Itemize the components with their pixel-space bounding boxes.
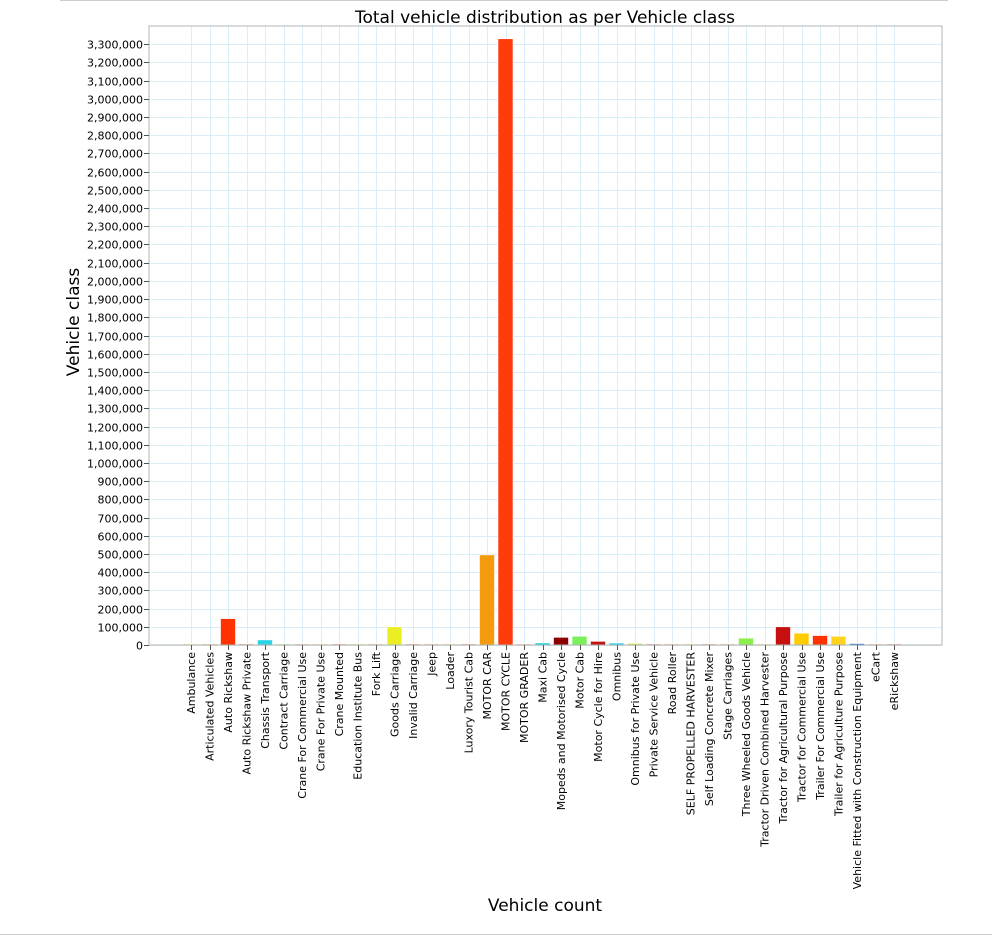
y-tick-label: 400,000: [98, 567, 144, 580]
bar: [738, 637, 754, 646]
y-tick-label: 900,000: [98, 476, 144, 489]
x-tick-label: Contract Carriage: [278, 652, 291, 750]
y-tick-label: 2,000,000: [87, 276, 143, 289]
x-tick-label: Fork Lift: [370, 651, 383, 696]
x-tick-label: Motor Cycle for Hire: [592, 652, 605, 762]
x-tick-label: Omnibus: [611, 652, 624, 701]
y-tick-label: 2,100,000: [87, 258, 143, 271]
bar: [220, 618, 236, 646]
x-tick-label: Road Roller: [666, 652, 679, 715]
plot-frame: [148, 25, 943, 646]
y-tick-label: 0: [136, 640, 143, 653]
x-tick-label: MOTOR CYCLE: [500, 652, 513, 731]
bar: [830, 635, 847, 646]
y-tick-label: 3,100,000: [87, 76, 143, 89]
y-tick-label: 700,000: [98, 513, 144, 526]
x-tick-label: Goods Carriage: [389, 652, 402, 737]
x-tick-label: eCart: [870, 651, 883, 682]
x-tick-label: Ambulance: [185, 652, 198, 714]
chart-title: Total vehicle distribution as per Vehicl…: [354, 8, 735, 28]
y-tick-label: 1,900,000: [87, 294, 143, 307]
x-tick-label: Tractor for Commercial Use: [796, 652, 809, 803]
bar: [479, 554, 495, 646]
x-tick-label: Loader: [444, 652, 457, 690]
x-tick-label: Tractor for Agricultural Purpose: [777, 652, 790, 825]
y-tick-label: 1,800,000: [87, 312, 143, 325]
bar: [793, 632, 810, 646]
x-tick-label: Trailer For Commercial Use: [814, 652, 827, 801]
y-tick-label: 3,300,000: [87, 39, 143, 52]
y-tick-label: 1,300,000: [87, 403, 143, 416]
y-tick-label: 2,900,000: [87, 112, 143, 125]
x-tick-label: Tractor Driven Combined Harvester: [759, 652, 772, 848]
x-tick-label: Auto Rickshaw: [222, 652, 235, 733]
y-tick-label: 1,500,000: [87, 367, 143, 380]
x-tick-label: Self Loading Concrete Mixer: [703, 652, 716, 807]
grid: [149, 26, 942, 646]
y-tick-label: 2,400,000: [87, 203, 143, 216]
y-tick-label: 300,000: [98, 585, 144, 598]
bar: [812, 635, 828, 646]
x-tick-label: eRickshaw: [888, 652, 901, 710]
x-tick-label: SELF PROPELLED HARVESTER: [685, 652, 698, 816]
y-tick-label: 200,000: [98, 604, 144, 617]
bar: [257, 639, 273, 646]
x-tick-label: Stage Carriages: [722, 652, 735, 740]
y-tick-label: 100,000: [98, 622, 144, 635]
bar: [775, 626, 791, 646]
y-tick-label: 2,500,000: [87, 185, 143, 198]
x-tick-label: Auto Rickshaw Private: [241, 652, 254, 775]
y-tick-label: 2,200,000: [87, 239, 143, 252]
x-tick-label: Jeep: [426, 652, 439, 677]
x-tick-label: MOTOR GRADER: [518, 652, 531, 743]
x-tick-label: Crane For Private Use: [315, 652, 328, 771]
y-tick-label: 500,000: [98, 549, 144, 562]
y-tick-label: 1,700,000: [87, 331, 143, 344]
x-axis-ticks: Ambulance Articulated Vehicles Auto Ricksh…: [185, 645, 901, 889]
x-tick-label: Articulated Vehicles: [204, 652, 217, 761]
x-tick-label: Mopeds and Motorised Cycle: [555, 652, 568, 810]
x-tick-label: Vehicle Fitted with Construction Equipme…: [851, 651, 864, 889]
y-tick-label: 1,400,000: [87, 385, 143, 398]
x-tick-label: Motor Cab: [574, 652, 587, 709]
y-tick-label: 800,000: [98, 494, 144, 507]
y-axis-label: Vehicle class: [64, 268, 84, 377]
x-tick-label: Three Wheeled Goods Vehicle: [740, 652, 753, 817]
x-tick-label: Luxory Tourist Cab: [463, 652, 476, 753]
x-tick-label: Education Institute Bus: [352, 652, 365, 780]
y-tick-label: 600,000: [98, 531, 144, 544]
y-tick-label: 1,600,000: [87, 349, 143, 362]
y-tick-label: 3,200,000: [87, 57, 143, 70]
x-tick-label: MOTOR CAR: [481, 652, 494, 720]
y-tick-label: 2,300,000: [87, 221, 143, 234]
bar: [386, 626, 403, 646]
bar: [590, 641, 606, 646]
x-tick-label: Invalid Carriage: [407, 652, 420, 739]
bar: [553, 637, 569, 646]
x-tick-label: Trailer for Agriculture Purpose: [833, 652, 846, 817]
y-tick-label: 1,000,000: [87, 458, 143, 471]
y-tick-label: 2,700,000: [87, 148, 143, 161]
y-tick-label: 1,200,000: [87, 422, 143, 435]
y-tick-label: 3,000,000: [87, 94, 143, 107]
x-tick-label: Crane Mounted: [333, 652, 346, 736]
x-tick-label: Private Service Vehicle: [648, 652, 661, 778]
y-tick-label: 2,600,000: [87, 167, 143, 180]
x-tick-label: Omnibus for Private Use: [629, 652, 642, 786]
bar: [571, 635, 588, 646]
y-tick-label: 2,800,000: [87, 130, 143, 143]
y-tick-label: 1,100,000: [87, 440, 143, 453]
bar: [497, 38, 514, 646]
x-tick-label: Chassis Transport: [259, 651, 272, 748]
x-axis-label: Vehicle count: [488, 896, 602, 916]
y-axis-ticks: 0 100,000 200,000 300,000 400,000 500,000 600,…: [87, 39, 149, 653]
x-tick-label: Crane For Commercial Use: [296, 652, 309, 799]
x-tick-label: Maxi Cab: [537, 652, 550, 703]
